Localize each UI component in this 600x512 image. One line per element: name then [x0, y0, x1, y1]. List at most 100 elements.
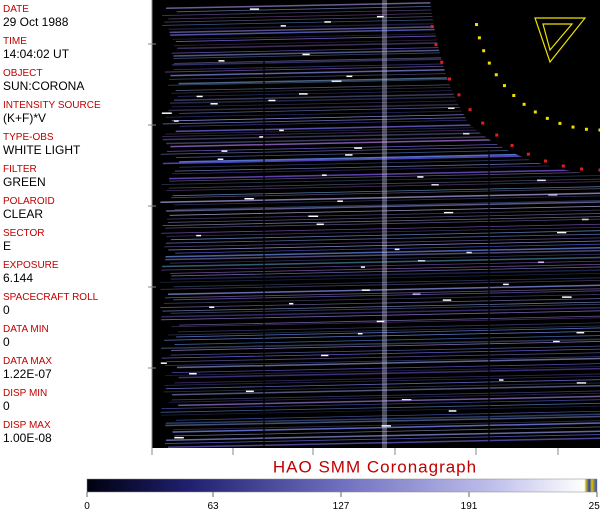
streak: [161, 307, 600, 318]
speck: [308, 215, 319, 218]
streak: [161, 405, 600, 416]
streak: [166, 430, 600, 441]
seam: [488, 150, 490, 448]
streak: [161, 338, 600, 350]
speck: [443, 211, 454, 214]
meta-label: DISP MIN: [3, 388, 47, 399]
speck: [302, 53, 310, 56]
speck: [280, 25, 286, 27]
speck: [221, 150, 228, 152]
dot: [584, 127, 588, 131]
streak: [165, 249, 600, 261]
pylon-marker: [534, 17, 587, 64]
speck: [289, 302, 294, 305]
speck: [346, 75, 353, 78]
speck: [209, 306, 215, 309]
meta-label: DATE: [3, 4, 29, 15]
streak: [171, 390, 600, 401]
occulter: [430, 0, 600, 175]
streak: [174, 335, 600, 345]
speck: [217, 158, 224, 161]
streak: [161, 348, 600, 359]
speck: [354, 147, 363, 149]
streak: [175, 243, 600, 254]
speck: [417, 176, 424, 178]
dot: [447, 77, 451, 81]
speck: [448, 410, 457, 412]
streak: [172, 422, 600, 433]
speck: [376, 15, 384, 18]
dot: [457, 93, 461, 97]
streak: [170, 263, 600, 274]
dot: [512, 93, 516, 97]
dot: [434, 43, 438, 47]
speck: [537, 179, 546, 182]
streak: [165, 247, 600, 258]
speck: [298, 93, 308, 95]
meta-value: 6.144: [3, 271, 33, 285]
meta-label: FILTER: [3, 164, 37, 175]
dot: [558, 121, 562, 125]
speck: [442, 299, 452, 301]
streak: [168, 325, 600, 336]
streak: [176, 357, 600, 369]
speck: [331, 80, 342, 83]
streak: [169, 171, 600, 182]
speck: [562, 296, 572, 298]
speck: [189, 372, 197, 375]
meta-value: GREEN: [3, 175, 46, 189]
streak: [160, 310, 600, 321]
speck: [576, 331, 585, 334]
meta-value: (K+F)*V: [3, 111, 46, 125]
fiducial-dots: [430, 23, 600, 172]
dot: [571, 125, 575, 129]
dot: [598, 128, 600, 132]
streak: [160, 298, 600, 308]
streak: [160, 273, 600, 283]
streak: [179, 315, 600, 326]
meta-label: DISP MAX: [3, 420, 51, 431]
speck: [576, 382, 587, 384]
dot: [598, 168, 600, 172]
dot: [475, 23, 479, 27]
colorbar-tick-label: 191: [461, 501, 478, 512]
speck: [321, 354, 329, 357]
streak: [169, 253, 600, 264]
speck: [463, 132, 470, 135]
dot: [494, 73, 498, 77]
dot: [580, 167, 584, 171]
streak: [168, 284, 600, 296]
streak: [166, 201, 600, 212]
meta-label: POLAROID: [3, 196, 55, 207]
dot: [495, 133, 499, 137]
streak: [169, 168, 600, 180]
dot: [533, 110, 537, 114]
streak: [169, 205, 600, 216]
dot: [502, 84, 506, 88]
streak: [164, 237, 600, 248]
streak: [171, 188, 600, 199]
dot: [526, 152, 530, 156]
streak: [160, 192, 600, 204]
streak: [164, 366, 600, 376]
meta-label: SPACECRAFT ROLL: [3, 292, 99, 303]
streak: [167, 209, 600, 220]
speck: [553, 340, 560, 343]
speck: [431, 184, 439, 186]
meta-value: 1.22E-07: [3, 367, 52, 381]
speck: [249, 8, 260, 10]
streak: [160, 279, 600, 290]
speck: [174, 436, 184, 439]
streak: [164, 375, 600, 386]
colorbar-ticks: 0 63 127 191 255: [84, 492, 600, 512]
streak: [170, 230, 600, 241]
speck: [448, 107, 455, 109]
streak: [167, 437, 600, 449]
speck: [245, 390, 254, 393]
meta-label: DATA MAX: [3, 356, 52, 367]
meta-label: DATA MIN: [3, 324, 49, 335]
streak: [165, 288, 600, 299]
streak: [173, 290, 600, 301]
meta-value: WHITE LIGHT: [3, 143, 81, 157]
meta-value: 14:04:02 UT: [3, 47, 70, 61]
